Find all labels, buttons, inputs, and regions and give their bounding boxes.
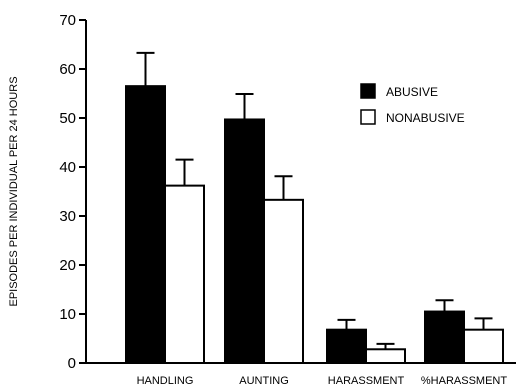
chart-axes: 0 10 20 30 40 50 60 70 EPISODES PER INDIVIDUAL P… (8, 12, 516, 387)
y-tick-label: 60 (59, 61, 76, 78)
x-category-label: HARASSMENT (328, 375, 405, 387)
legend-label-nonabusive: NONABUSIVE (386, 111, 465, 125)
y-tick-label: 0 (68, 355, 76, 372)
y-tick-label: 20 (59, 257, 76, 274)
chart-bars (125, 51, 504, 365)
legend-swatch-nonabusive (360, 109, 376, 125)
y-tick-label: 70 (59, 12, 76, 29)
x-category-label: AUNTING (239, 375, 289, 387)
y-tick-label: 50 (59, 110, 76, 127)
bar-abusive-2 (224, 118, 265, 364)
y-axis-title: EPISODES PER INDIVIDUAL PER 24 HOURS (8, 76, 20, 306)
bar-abusive-3 (326, 328, 367, 364)
legend-swatch-abusive (360, 83, 376, 99)
y-tick-label: 10 (59, 306, 76, 323)
y-tick-label: 30 (59, 208, 76, 225)
bar-nonabusive-4 (463, 328, 504, 364)
bar-nonabusive-2 (263, 198, 304, 364)
x-category-label: HANDLING (137, 375, 194, 387)
y-tick-label: 40 (59, 159, 76, 176)
bar-abusive-4 (424, 310, 465, 364)
chart-legend: ABUSIVE NONABUSIVE (360, 83, 465, 125)
bar-nonabusive-3 (365, 348, 406, 364)
x-category-label: %HARASSMENT (421, 375, 507, 387)
legend-label-abusive: ABUSIVE (386, 85, 438, 99)
bar-abusive-1 (125, 85, 166, 365)
bar-nonabusive-1 (164, 184, 205, 364)
